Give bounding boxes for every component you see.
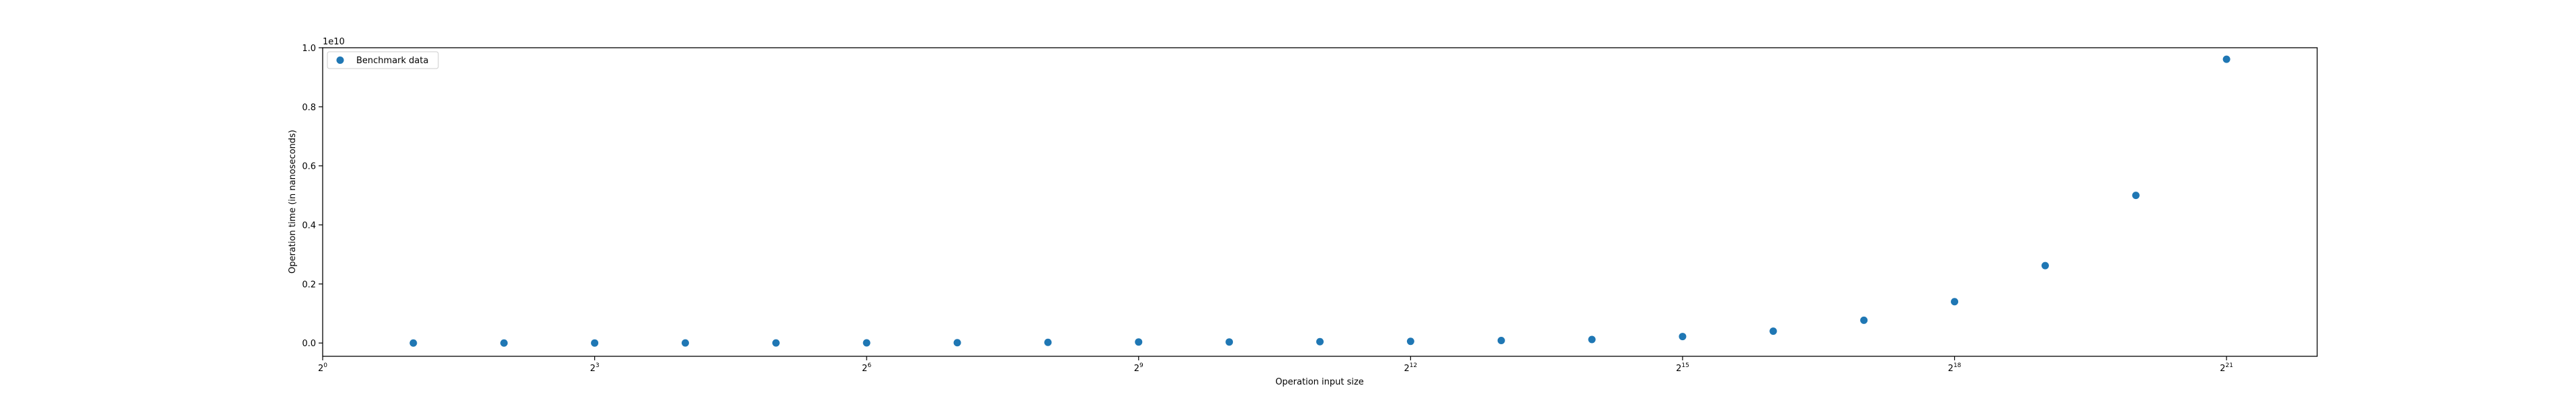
data-point [1135, 338, 1143, 346]
x-axis-ticks: 20 23 26 29 212 215 218 221 [318, 356, 2233, 374]
x-tick-label: 221 [2220, 362, 2233, 374]
data-point [1316, 337, 1324, 346]
data-point [1951, 298, 1959, 306]
x-tick-label: 20 [318, 362, 327, 374]
y-axis-label: Operation time (in nanoseconds) [288, 130, 298, 274]
y-tick-label: 0.8 [302, 103, 316, 113]
y-axis-multiplier: 1e10 [323, 37, 345, 47]
x-tick-label: 29 [1134, 362, 1143, 374]
x-axis-label: Operation input size [1275, 377, 1364, 387]
legend: Benchmark data [327, 51, 439, 69]
legend-marker [336, 56, 344, 64]
data-point [1225, 338, 1234, 346]
data-point [1588, 335, 1596, 344]
data-point [681, 339, 689, 347]
y-tick-label: 0.6 [302, 162, 316, 172]
data-point [500, 339, 508, 347]
legend-label: Benchmark data [356, 56, 428, 66]
data-point [1497, 337, 1505, 345]
y-tick-label: 0.0 [302, 339, 316, 349]
data-point [409, 339, 417, 347]
data-point [2222, 55, 2230, 63]
series-benchmark-points [409, 55, 2230, 347]
y-axis-ticks: 0.0 0.2 0.4 0.6 0.8 1.0 [302, 44, 323, 349]
data-point [1044, 338, 1052, 346]
data-point [953, 339, 961, 347]
data-point [862, 339, 871, 347]
plot-area-frame [322, 47, 2318, 357]
data-point [2041, 262, 2049, 270]
x-tick-label: 23 [590, 362, 600, 374]
x-tick-label: 26 [862, 362, 871, 374]
data-point [1679, 333, 1687, 341]
data-point [1860, 316, 1868, 324]
y-tick-label: 0.2 [302, 280, 316, 290]
data-point [591, 339, 599, 347]
data-point [1406, 337, 1414, 346]
x-tick-label: 212 [1404, 362, 1417, 374]
data-point [2132, 192, 2140, 200]
x-tick-label: 218 [1948, 362, 1962, 374]
y-tick-label: 1.0 [302, 44, 316, 54]
data-point [772, 339, 780, 347]
legend-box [327, 51, 439, 69]
x-tick-label: 215 [1676, 362, 1689, 374]
data-point [1769, 327, 1777, 335]
y-tick-label: 0.4 [302, 221, 316, 231]
